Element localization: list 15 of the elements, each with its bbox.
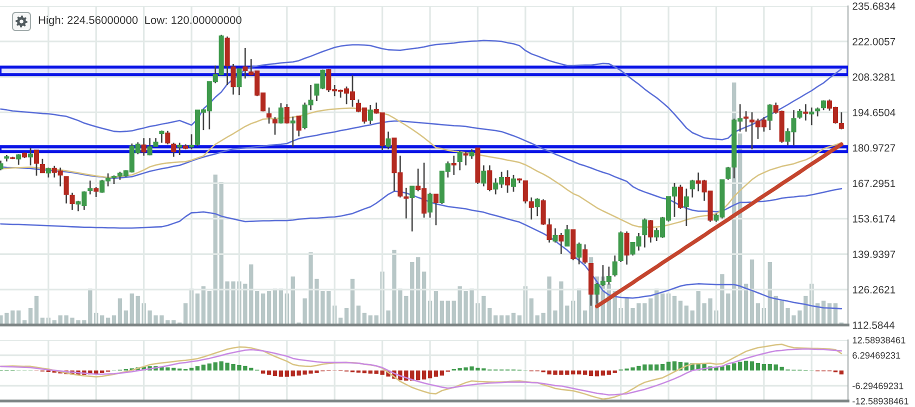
y-tick-label: 208.3281 bbox=[852, 73, 896, 81]
y-tick-label: -12.58938461 bbox=[852, 398, 908, 404]
y-tick-label: 139.9397 bbox=[852, 250, 896, 258]
y-tick-label: 194.6504 bbox=[852, 108, 896, 116]
y-tick-label: 235.6834 bbox=[852, 2, 896, 10]
y-tick-label: 12.58938461 bbox=[852, 336, 906, 344]
y-tick-label: 222.0057 bbox=[852, 38, 896, 46]
y-tick-label: 153.6174 bbox=[852, 215, 896, 223]
y-tick-label: 6.29469231 bbox=[852, 352, 900, 359]
annotation: High: 224.56000000 Low: 120.00000000 bbox=[38, 16, 242, 26]
y-tick-label: 180.9727 bbox=[852, 144, 896, 152]
y-tick-label: 126.2621 bbox=[852, 286, 896, 294]
y-tick-label: 167.2951 bbox=[852, 180, 896, 188]
y-tick-label: 112.5844 bbox=[852, 322, 895, 329]
y-tick-label: -6.29469231 bbox=[852, 382, 904, 390]
